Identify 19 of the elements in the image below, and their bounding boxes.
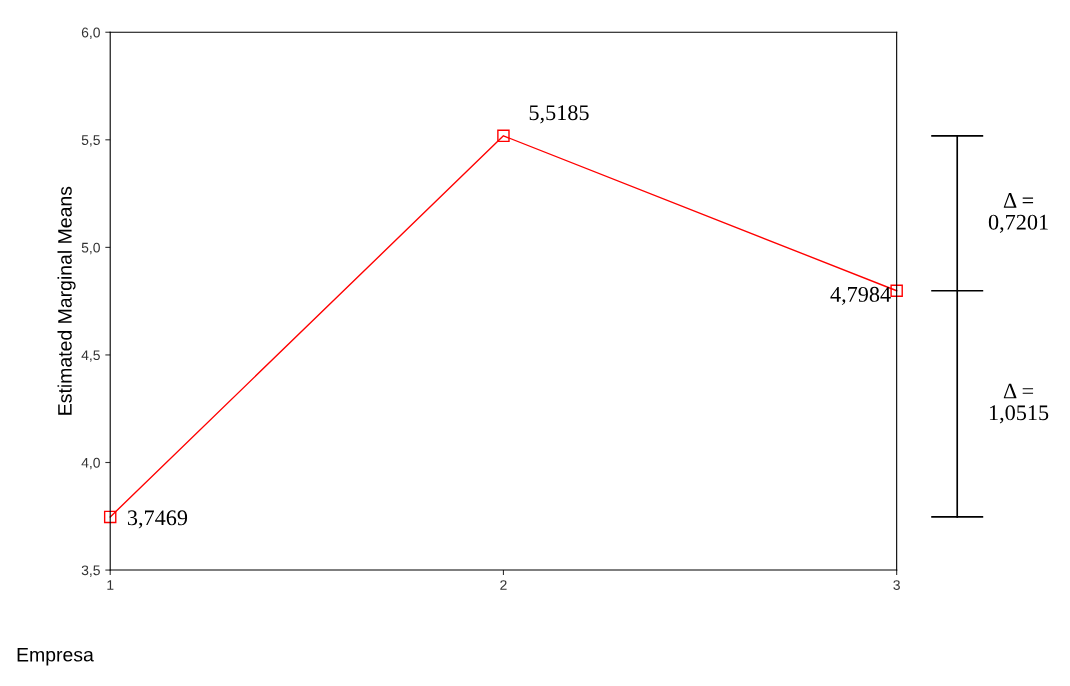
y-tick-label: 6,0 [81, 27, 100, 40]
y-tick-label: 5,0 [81, 242, 100, 255]
text: Δ = 0,7201 [988, 193, 1048, 233]
y-tick-label: 4,0 [81, 457, 100, 470]
x-tick-label: 1 [107, 580, 114, 590]
text: Δ = 1,0515 [989, 383, 1049, 424]
point [890, 284, 903, 297]
x-axis-title: Empresa [17, 648, 94, 666]
point [497, 129, 510, 143]
y-tick-label: 5,5 [81, 135, 100, 147]
data-label: 3,7469 [127, 510, 188, 529]
data-label: 5,5185 [529, 105, 589, 124]
data-label: 4,7984 [830, 286, 891, 306]
x-tick-label: 3 [893, 580, 900, 590]
x-tick-label: 2 [500, 580, 507, 590]
point [103, 510, 117, 524]
y-tick-label: 3,5 [81, 565, 100, 577]
y-axis-title: Estimated Marginal Means [57, 186, 76, 415]
y-tick-label: 4,5 [81, 350, 100, 362]
